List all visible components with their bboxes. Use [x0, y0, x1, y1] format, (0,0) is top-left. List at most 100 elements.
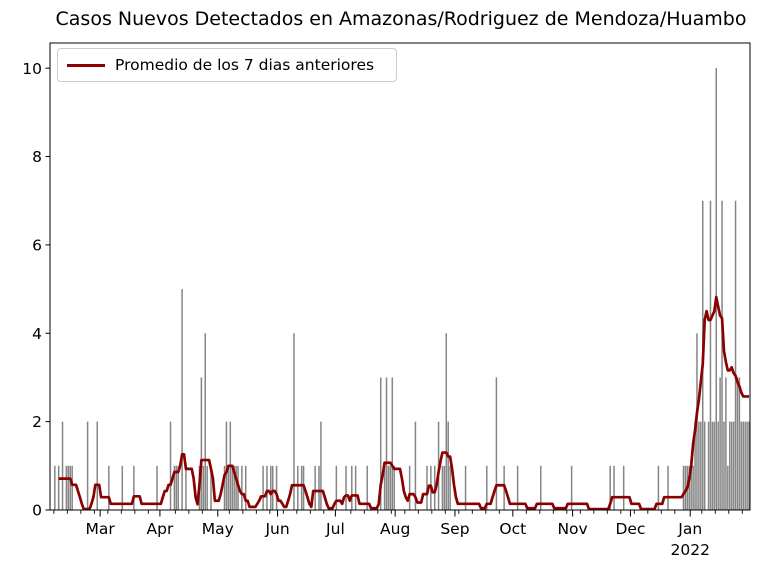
case-bar	[408, 465, 411, 510]
legend-line-swatch	[67, 63, 105, 67]
case-bar	[244, 465, 247, 510]
case-bar	[729, 421, 731, 510]
x-year-label: 2022	[670, 541, 709, 559]
case-bar	[379, 377, 382, 510]
case-bar	[385, 377, 388, 510]
case-bar	[721, 200, 723, 511]
case-bar	[447, 421, 449, 510]
case-bar	[156, 465, 158, 510]
case-bar	[300, 465, 303, 510]
case-bar	[657, 465, 660, 510]
case-bar	[449, 465, 451, 510]
case-bar	[734, 200, 737, 511]
x-tick-label: Jun	[264, 520, 289, 538]
case-bar	[464, 465, 467, 510]
case-bar	[389, 465, 392, 510]
case-bar	[235, 465, 237, 510]
case-bar	[206, 465, 208, 510]
case-bar	[748, 421, 750, 510]
case-bar	[736, 377, 739, 510]
case-bar	[204, 333, 206, 510]
case-bar	[266, 465, 268, 510]
case-bar	[495, 377, 498, 510]
case-bar	[133, 465, 135, 510]
case-bar	[181, 289, 183, 510]
case-bar	[262, 465, 264, 510]
case-bar	[177, 465, 179, 510]
case-bar	[727, 465, 729, 510]
case-bar	[667, 465, 669, 510]
bars-series	[54, 68, 750, 511]
x-tick-label: Oct	[499, 520, 526, 538]
case-bar	[275, 465, 278, 510]
case-bar	[694, 421, 696, 510]
case-bar	[231, 465, 233, 510]
case-bar	[719, 377, 721, 510]
case-bar	[692, 465, 694, 510]
case-bar	[486, 465, 488, 510]
legend-label: Promedio de los 7 dias anteriores	[115, 56, 375, 74]
y-tick-label: 6	[32, 236, 42, 254]
case-bar	[227, 465, 230, 510]
case-bar	[233, 465, 235, 510]
case-bar	[740, 421, 743, 510]
case-bar	[445, 333, 448, 510]
y-tick-label: 2	[32, 413, 42, 431]
case-bar	[703, 421, 706, 510]
case-bar	[613, 465, 615, 510]
case-bar	[391, 377, 394, 510]
y-axis: 0 2 4 6 8 10	[22, 60, 50, 520]
case-bar	[69, 465, 71, 510]
y-tick-label: 8	[32, 148, 42, 166]
case-bar	[202, 465, 205, 510]
case-bar	[61, 421, 64, 510]
y-tick-label: 4	[32, 325, 42, 343]
case-bar	[351, 465, 353, 510]
case-bar	[121, 465, 124, 510]
case-bar	[175, 465, 178, 510]
case-bar	[345, 465, 347, 510]
case-bar	[297, 465, 299, 510]
x-axis: Mar Apr May Jun Jul Aug Sep Oct Nov Dec Jan 2022	[53, 510, 743, 559]
case-bar	[314, 465, 316, 510]
case-bar	[71, 465, 73, 510]
case-bar	[86, 421, 89, 510]
case-bar	[354, 465, 357, 510]
case-bar	[711, 421, 714, 510]
x-tick-label: Apr	[147, 520, 174, 538]
case-bar	[271, 465, 274, 510]
chart-title: Casos Nuevos Detectados en Amazonas/Rodr…	[55, 8, 747, 30]
case-bar	[57, 465, 60, 510]
plot-border	[49, 42, 751, 511]
case-bar	[516, 465, 519, 510]
case-bar	[387, 465, 390, 510]
case-bar	[225, 421, 228, 510]
case-bar	[210, 465, 212, 510]
case-bar	[393, 465, 395, 510]
case-bar	[715, 68, 717, 511]
x-tick-label: Jul	[325, 520, 345, 538]
case-bar	[320, 421, 322, 510]
case-bar	[54, 465, 56, 510]
case-bar	[414, 421, 417, 510]
x-tick-label: Jan	[677, 520, 702, 538]
case-bar	[609, 465, 611, 510]
case-bar	[707, 421, 710, 510]
y-tick-label: 0	[32, 502, 42, 520]
case-bar	[723, 421, 725, 510]
case-bar	[318, 465, 320, 510]
case-bar	[200, 377, 203, 510]
case-bar	[684, 465, 687, 510]
case-bar	[746, 421, 748, 510]
case-bar	[67, 465, 70, 510]
case-bar	[622, 465, 625, 510]
x-tick-label: May	[202, 520, 234, 538]
case-bar	[443, 465, 446, 510]
x-tick-label: Mar	[86, 520, 116, 538]
legend: Promedio de los 7 dias anteriores	[57, 48, 397, 82]
case-bar	[169, 421, 172, 510]
case-bar	[682, 465, 685, 510]
case-bar	[717, 421, 719, 510]
